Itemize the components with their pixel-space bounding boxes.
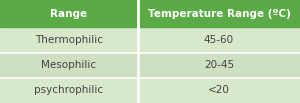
- Bar: [0, 78, 300, 103]
- Bar: [0, 0, 300, 27]
- Bar: [0, 27, 300, 53]
- Text: Range: Range: [50, 9, 88, 19]
- Text: 20-45: 20-45: [204, 60, 234, 70]
- Bar: [0, 53, 300, 78]
- Text: psychrophilic: psychrophilic: [34, 85, 104, 95]
- Text: 45-60: 45-60: [204, 35, 234, 45]
- Text: Thermophilic: Thermophilic: [35, 35, 103, 45]
- Text: Mesophilic: Mesophilic: [41, 60, 97, 70]
- Text: <20: <20: [208, 85, 230, 95]
- Text: Temperature Range (ºC): Temperature Range (ºC): [148, 9, 290, 19]
